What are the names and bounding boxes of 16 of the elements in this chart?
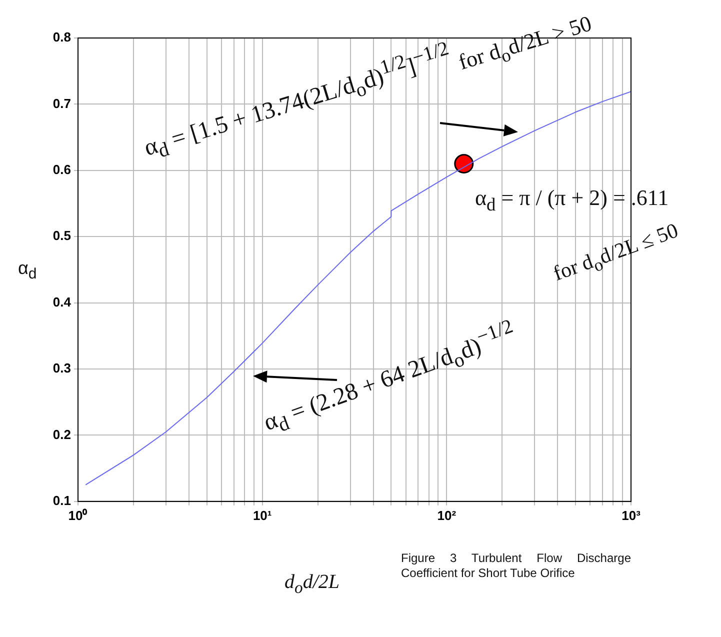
annotation: α$_{d}$ = π / (π + 2) = .611 <box>475 185 669 216</box>
x-axis-title: d$_{o}$d/2L <box>284 571 340 598</box>
y-tick-label: 0.4 <box>52 294 72 310</box>
x-tick-label: 10³ <box>622 508 642 523</box>
x-tick-label: 10⁰ <box>68 508 88 523</box>
y-tick-label: 0.8 <box>52 30 71 45</box>
y-tick-label: 0.6 <box>52 162 71 177</box>
x-tick-label: 10² <box>437 508 457 523</box>
y-tick-label: 0.2 <box>52 426 71 442</box>
y-tick-label: 0.1 <box>52 492 71 508</box>
y-tick-label: 0.7 <box>52 96 71 111</box>
x-tick-label: 10¹ <box>252 508 272 523</box>
y-tick-label: 0.3 <box>52 360 71 376</box>
y-tick-label: 0.5 <box>52 228 71 244</box>
y-axis-title: α$_{d}$ <box>18 258 37 282</box>
caption: Figure 3 Turbulent Flow Discharge Coefficient for Short Tube Orifice <box>401 551 631 582</box>
